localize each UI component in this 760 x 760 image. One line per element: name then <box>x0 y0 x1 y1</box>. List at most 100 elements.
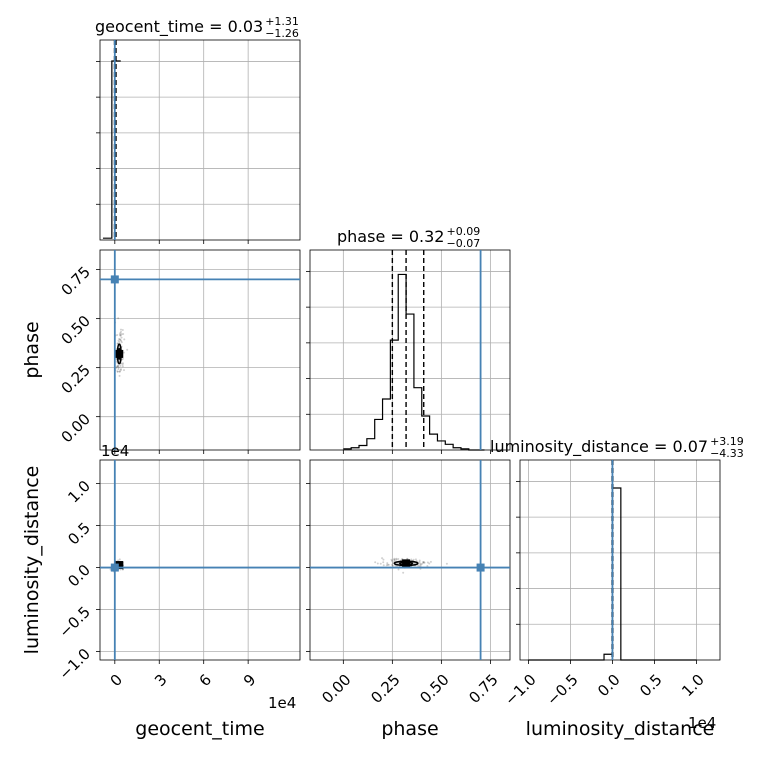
sample-point <box>382 564 385 567</box>
sample-point <box>386 563 389 566</box>
sample-point <box>120 330 123 333</box>
scatter-phase-luminosity_distance <box>374 557 448 574</box>
title-sup: +3.19 <box>710 435 744 448</box>
title-sub: −4.33 <box>710 447 744 460</box>
tick-label: −1.0 <box>56 645 94 683</box>
sample-point <box>118 341 121 344</box>
sample-point <box>385 564 388 567</box>
panel-phase-phase <box>306 249 511 454</box>
sample-point <box>121 357 124 360</box>
tick-label: 0.75 <box>465 671 501 707</box>
sample-point <box>391 563 394 566</box>
panel-frame <box>99 39 301 241</box>
sample-point <box>121 329 124 332</box>
tick-label: 0.5 <box>64 519 94 549</box>
sample-point <box>402 571 405 574</box>
tick-label: −1.0 <box>501 671 539 709</box>
offset-label-phase-y: 1e4 <box>101 442 129 460</box>
panel-geocent_time-geocent_time <box>96 39 301 244</box>
tick-label: 3 <box>151 671 170 690</box>
sample-point <box>420 562 423 565</box>
axis-label-x: phase <box>381 718 438 740</box>
sample-point <box>406 557 409 560</box>
sample-point <box>117 339 120 342</box>
panel-frame <box>99 249 301 451</box>
sample-point <box>419 565 422 568</box>
sample-point <box>120 339 123 342</box>
sample-point <box>390 559 393 562</box>
truth-marker <box>110 563 119 572</box>
tick-label: 0.25 <box>58 361 94 397</box>
sample-point <box>121 365 124 368</box>
density-peak <box>402 559 411 568</box>
sample-point <box>122 333 125 336</box>
sample-point <box>118 370 121 373</box>
title-sup: +0.09 <box>446 225 480 238</box>
sample-point <box>122 351 125 354</box>
sample-point <box>118 333 121 336</box>
sample-point <box>116 370 119 373</box>
sample-point <box>376 562 379 565</box>
tick-label: 0.50 <box>58 312 94 348</box>
sample-point <box>386 562 389 565</box>
sample-point <box>121 363 124 366</box>
histogram-geocent_time <box>102 60 121 239</box>
sample-point <box>445 562 448 565</box>
sample-point <box>419 563 422 566</box>
tick-label: 0.75 <box>58 263 94 299</box>
sample-point <box>118 337 121 340</box>
sample-point <box>391 564 394 567</box>
sample-point <box>410 558 413 561</box>
sample-point <box>117 368 120 371</box>
tick-label: 6 <box>196 671 215 690</box>
sample-point <box>412 558 415 561</box>
tick-label: 1.0 <box>678 671 708 701</box>
sample-point <box>120 333 123 336</box>
panel-frame <box>309 249 511 451</box>
title-sup: +1.31 <box>265 15 299 28</box>
sample-point <box>429 560 432 563</box>
sample-point <box>426 564 429 567</box>
sample-point <box>426 561 429 564</box>
axis-label-y: luminosity_distance <box>21 466 43 655</box>
panel-geocent_time-luminosity_distance <box>96 459 301 664</box>
sample-point <box>119 332 122 335</box>
panel-frame <box>309 459 511 661</box>
sample-point <box>116 333 119 336</box>
scatter-geocent_time-phase <box>114 317 129 377</box>
sample-point <box>387 563 390 566</box>
tick-label: 0.00 <box>318 671 354 707</box>
sample-point <box>418 561 421 564</box>
sample-point <box>117 559 120 562</box>
sample-point <box>116 370 119 373</box>
sample-point <box>119 334 122 337</box>
sample-point <box>117 364 120 367</box>
tick-label: 0.5 <box>636 671 666 701</box>
sample-point <box>118 558 121 561</box>
sample-point <box>117 365 120 368</box>
tick-label: 0 <box>107 671 126 690</box>
sample-point <box>115 365 118 368</box>
sample-point <box>117 366 120 369</box>
tick-label: 0.25 <box>367 671 403 707</box>
sample-point <box>379 562 382 565</box>
sample-point <box>422 560 425 563</box>
sample-point <box>126 348 129 351</box>
sample-point <box>393 559 396 562</box>
tick-label: 9 <box>240 671 259 690</box>
title-luminosity_distance: luminosity_distance = 0.07 <box>490 437 708 457</box>
tick-label: −0.5 <box>56 603 94 641</box>
title-sub: −1.26 <box>265 27 299 40</box>
truth-marker <box>476 563 485 572</box>
axis-label-x: geocent_time <box>135 718 264 740</box>
sample-point <box>116 365 119 368</box>
axis-label-x: luminosity_distance <box>526 718 715 740</box>
sample-point <box>381 557 384 560</box>
tick-label: 0.00 <box>58 410 94 446</box>
sample-point <box>401 557 404 560</box>
tick-label: 0.0 <box>594 671 624 701</box>
tick-label: 0.50 <box>416 671 452 707</box>
title-phase: phase = 0.32 <box>337 227 444 246</box>
sample-point <box>120 341 123 344</box>
